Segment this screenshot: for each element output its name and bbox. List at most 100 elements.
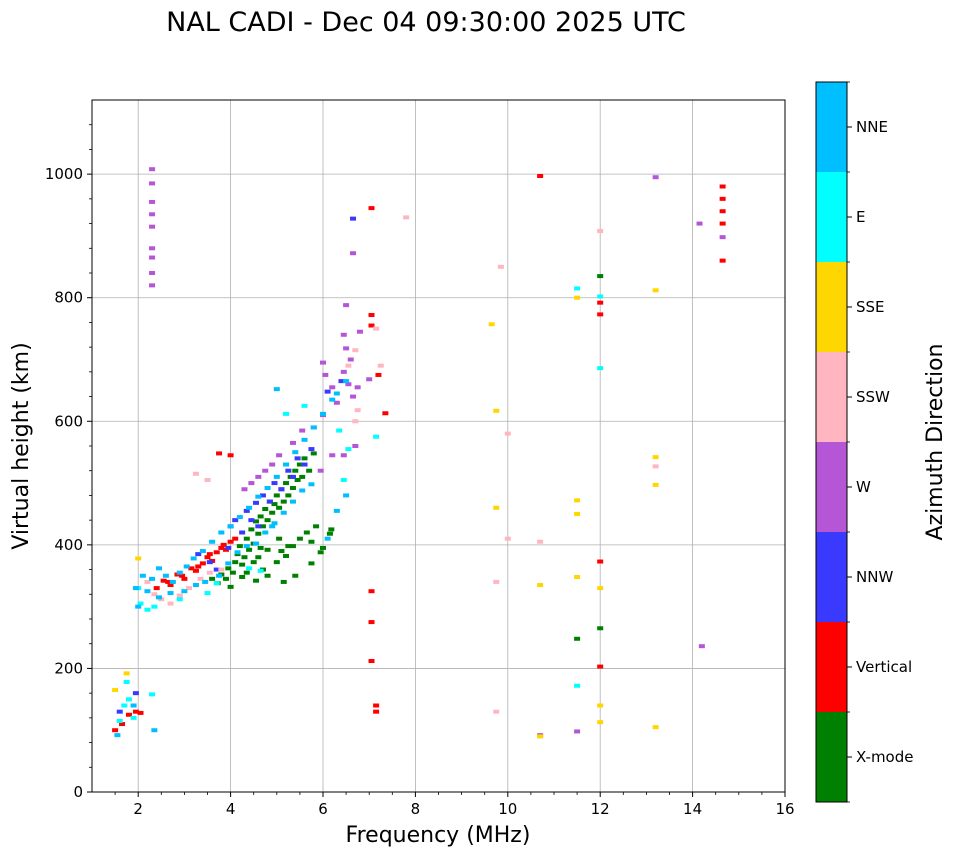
data-point-x-mode — [209, 576, 216, 581]
data-point-ssw — [493, 709, 500, 714]
data-point-x-mode — [225, 566, 232, 571]
data-point-ssw — [144, 579, 151, 584]
data-point-ssw — [403, 215, 410, 220]
data-point-vertical — [227, 453, 234, 458]
data-point-nne — [209, 539, 216, 544]
data-point-w — [340, 369, 347, 374]
data-point-nnw — [278, 487, 285, 492]
data-point-sse — [123, 671, 130, 676]
data-point-vertical — [213, 550, 220, 555]
colorbar-segment — [816, 622, 847, 712]
colorbar-label: SSE — [856, 298, 885, 316]
data-point-vertical — [375, 372, 382, 377]
data-point-x-mode — [243, 536, 250, 541]
data-point-e — [574, 286, 581, 291]
data-point-vertical — [206, 552, 213, 557]
data-point-nnw — [248, 518, 255, 523]
data-point-x-mode — [276, 505, 283, 510]
data-point-vertical — [597, 312, 604, 317]
data-point-sse — [112, 688, 119, 693]
data-point-vertical — [368, 323, 375, 328]
colorbar-segment — [816, 442, 847, 532]
plot-background — [92, 100, 785, 792]
data-point-x-mode — [320, 545, 326, 550]
data-point-vertical — [195, 564, 202, 569]
colorbar-label: E — [856, 208, 865, 226]
data-point-w — [149, 224, 156, 229]
data-point-ssw — [497, 264, 504, 269]
data-point-nne — [132, 586, 139, 591]
data-point-nne — [144, 589, 151, 594]
data-point-vertical — [132, 709, 139, 714]
data-point-x-mode — [301, 456, 308, 461]
data-point-sse — [574, 295, 581, 300]
colorbar-segment — [816, 262, 847, 352]
data-point-e — [246, 566, 253, 571]
data-point-nne — [289, 499, 296, 504]
data-point-nne — [181, 589, 188, 594]
data-point-nnw — [289, 474, 296, 479]
data-point-vertical — [382, 411, 389, 416]
data-point-x-mode — [292, 573, 299, 578]
data-point-x-mode — [306, 468, 313, 473]
plot-area — [91, 99, 786, 793]
data-point-ssw — [652, 464, 659, 469]
data-point-e — [125, 697, 132, 702]
data-point-x-mode — [289, 486, 296, 491]
data-point-e — [151, 604, 158, 609]
data-point-x-mode — [246, 547, 253, 552]
data-point-x-mode — [232, 560, 239, 565]
data-point-nne — [283, 462, 290, 467]
data-point-nne — [320, 411, 326, 416]
data-point-ssw — [204, 477, 211, 482]
data-point-x-mode — [241, 555, 248, 560]
data-point-nnw — [239, 530, 246, 535]
data-point-nne — [199, 549, 206, 554]
x-tick-label: 6 — [318, 800, 328, 818]
data-point-nnw — [213, 567, 220, 572]
data-point-sse — [652, 725, 659, 730]
data-point-w — [149, 199, 156, 204]
data-point-e — [345, 447, 352, 452]
data-point-w — [317, 468, 324, 473]
data-point-vertical — [719, 209, 726, 214]
data-point-ssw — [345, 363, 352, 368]
data-point-nne — [273, 474, 280, 479]
data-point-w — [343, 303, 350, 308]
data-point-nne — [292, 450, 299, 455]
data-point-w — [322, 372, 329, 377]
data-point-ssw — [597, 228, 604, 233]
grid-lines — [92, 100, 785, 792]
colorbar-label: NNW — [856, 568, 893, 586]
data-point-e — [204, 591, 211, 596]
data-point-e — [373, 434, 380, 439]
data-point-nne — [262, 530, 269, 535]
data-point-vertical — [537, 173, 544, 178]
data-point-nne — [149, 576, 156, 581]
data-point-vertical — [597, 664, 604, 669]
data-point-nne — [243, 544, 250, 549]
data-point-x-mode — [264, 518, 271, 523]
data-point-nne — [333, 391, 340, 396]
data-point-x-mode — [239, 562, 246, 567]
data-point-vertical — [181, 576, 188, 581]
data-point-w — [574, 729, 581, 734]
data-point-nne — [324, 536, 331, 541]
data-point-vertical — [216, 451, 223, 456]
colorbar-segment — [816, 712, 847, 802]
data-point-e — [213, 581, 220, 586]
data-point-x-mode — [253, 578, 260, 583]
data-point-nnw — [294, 456, 301, 461]
data-point-w — [149, 212, 156, 217]
data-point-nne — [234, 550, 241, 555]
data-point-nne — [139, 573, 146, 578]
data-point-vertical — [373, 703, 380, 708]
data-point-sse — [574, 498, 581, 503]
data-point-x-mode — [250, 560, 257, 565]
data-point-w — [719, 235, 726, 240]
data-point-vertical — [719, 258, 726, 263]
data-point-vertical — [368, 659, 375, 664]
data-point-vertical — [368, 589, 375, 594]
data-point-x-mode — [326, 531, 333, 536]
data-point-nnw — [116, 709, 123, 714]
